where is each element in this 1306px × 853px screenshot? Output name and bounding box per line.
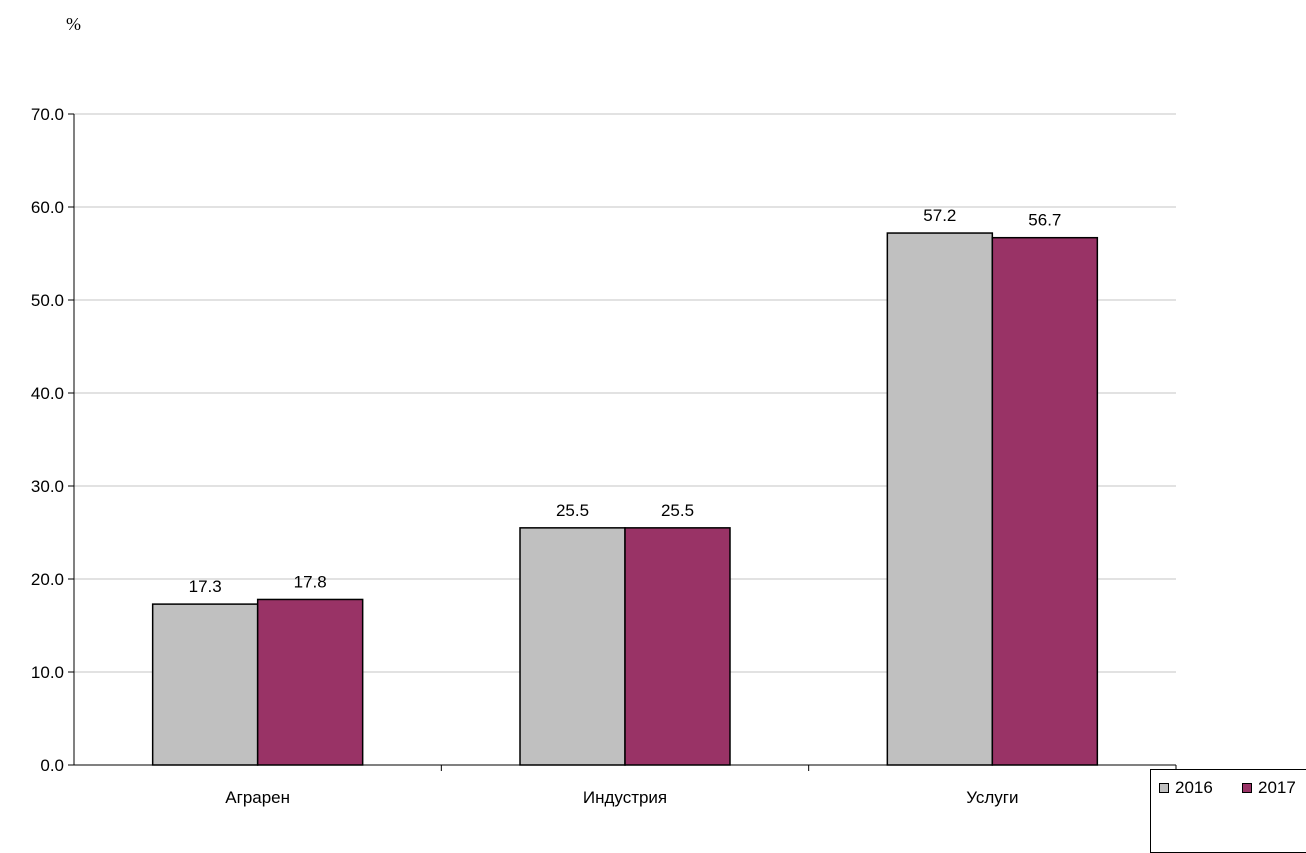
legend-swatch-2016 (1159, 783, 1169, 793)
labels: 0.0 10.0 20.0 30.0 40.0 50.0 60.0 70.0 17.3 17.8 А… (31, 105, 1061, 807)
y-tick-label: 10.0 (31, 663, 64, 682)
data-label: 25.5 (556, 501, 589, 520)
bar-2016 (519, 527, 626, 766)
data-label: 17.8 (294, 572, 327, 591)
bar-2017 (991, 236, 1099, 766)
category-label: Аграрен (225, 788, 290, 807)
data-label: 56.7 (1028, 211, 1061, 230)
category-label: Услуги (966, 788, 1018, 807)
legend-label-2016: 2016 (1175, 778, 1213, 797)
data-label: 25.5 (661, 501, 694, 520)
axes (68, 113, 1177, 771)
data-label: 17.3 (189, 577, 222, 596)
legend-item-2016: 2016 (1159, 778, 1213, 798)
unit-label: % (66, 14, 81, 34)
legend-swatch-2017 (1242, 783, 1252, 793)
y-tick-label: 20.0 (31, 570, 64, 589)
y-tick-label: 60.0 (31, 198, 64, 217)
bar-2016 (151, 603, 259, 766)
y-tick-label: 50.0 (31, 291, 64, 310)
y-tick-label: 70.0 (31, 105, 64, 124)
data-label: 57.2 (923, 206, 956, 225)
bars (151, 232, 1099, 766)
y-tick-label: 40.0 (31, 384, 64, 403)
y-tick-label: 0.0 (40, 756, 64, 775)
y-tick-label: 30.0 (31, 477, 64, 496)
bar-2017 (624, 527, 731, 766)
category-label: Индустрия (583, 788, 667, 807)
bar-2017 (256, 598, 364, 766)
legend: 2016 2017 (1150, 769, 1306, 853)
bar-2016 (886, 232, 994, 766)
legend-label-2017: 2017 (1258, 778, 1296, 797)
legend-item-2017: 2017 (1242, 778, 1296, 798)
